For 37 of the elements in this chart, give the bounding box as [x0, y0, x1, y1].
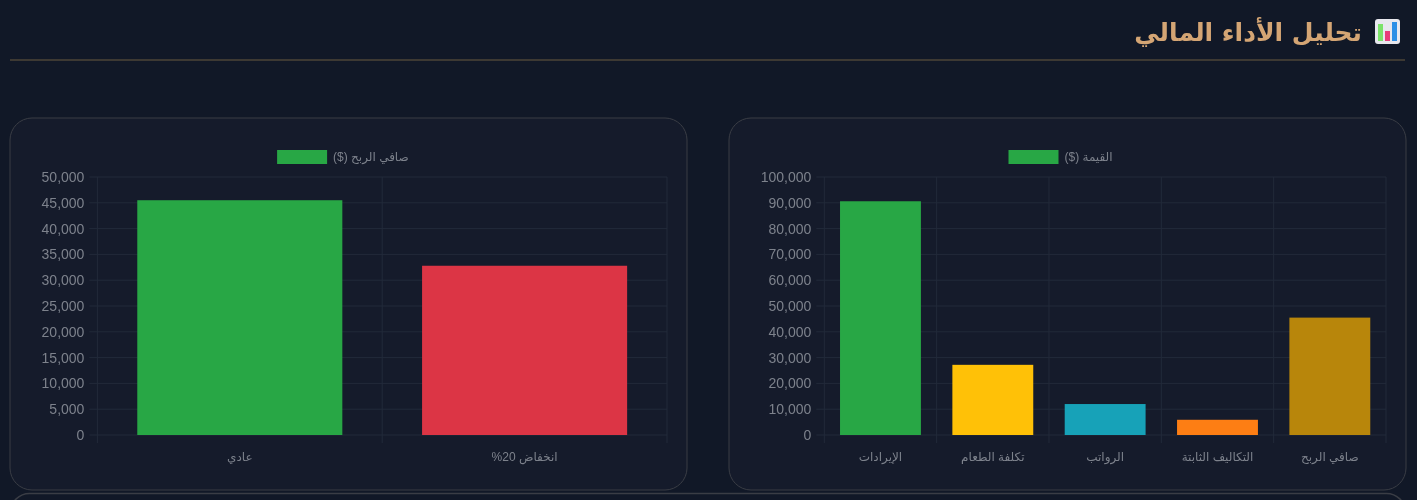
- y-tick-label: 10,000: [768, 401, 812, 418]
- y-tick-label: 50,000: [41, 168, 85, 185]
- y-tick-label: 0: [76, 426, 85, 443]
- chart-title: تحليل الأداء المالي: [1134, 16, 1362, 47]
- x-tick-label: تكلفة الطعام: [961, 450, 1025, 465]
- y-tick-label: 40,000: [41, 220, 85, 237]
- bar: [1064, 404, 1146, 435]
- y-tick-label: 15,000: [41, 349, 85, 366]
- y-tick-label: 50,000: [768, 297, 812, 314]
- x-tick-label: الإيرادات: [858, 450, 903, 466]
- y-tick-label: 35,000: [41, 246, 85, 263]
- x-tick-label: عادي: [227, 450, 253, 465]
- x-tick-label: انخفاض 20%: [491, 450, 558, 466]
- y-tick-label: 45,000: [41, 194, 85, 211]
- x-tick-label: الرواتب: [1086, 450, 1125, 466]
- x-tick-label: صافي الربح: [1301, 450, 1359, 466]
- y-tick-label: 20,000: [768, 375, 812, 392]
- y-tick-label: 100,000: [760, 168, 812, 185]
- y-tick-label: 70,000: [768, 246, 812, 263]
- bar: [840, 201, 921, 435]
- bar: [952, 364, 1034, 435]
- legend-label: القيمة ($): [1064, 150, 1113, 165]
- bar: [1289, 317, 1371, 435]
- y-tick-label: 0: [803, 426, 812, 443]
- y-tick-label: 60,000: [768, 272, 812, 289]
- bar: [1177, 419, 1258, 435]
- y-tick-label: 80,000: [768, 220, 812, 237]
- y-tick-label: 5,000: [49, 401, 85, 418]
- y-tick-label: 20,000: [41, 323, 85, 340]
- y-tick-label: 40,000: [768, 323, 812, 340]
- y-tick-label: 10,000: [41, 375, 85, 392]
- x-tick-label: التكاليف الثابتة: [1181, 450, 1254, 465]
- y-tick-label: 30,000: [41, 272, 85, 289]
- y-tick-label: 30,000: [768, 349, 812, 366]
- y-tick-label: 90,000: [768, 194, 812, 211]
- legend-label: صافي الربح ($): [333, 150, 409, 166]
- y-tick-label: 25,000: [41, 297, 85, 314]
